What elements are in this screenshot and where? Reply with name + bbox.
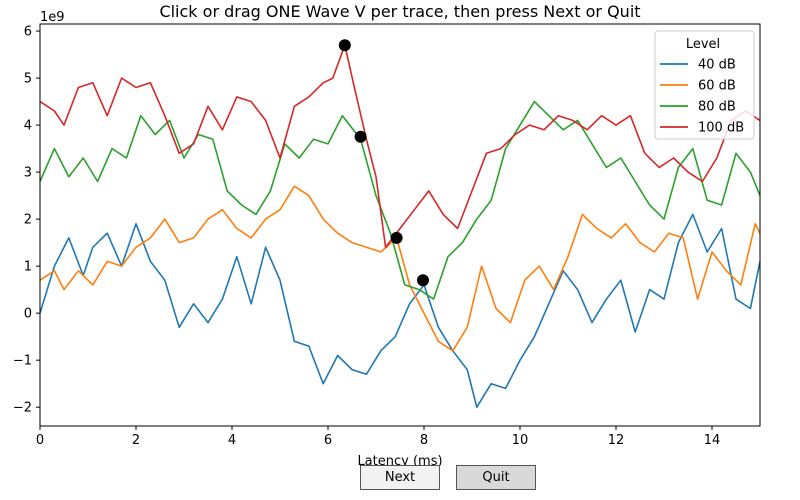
wave-v-marker-40-db[interactable] (417, 274, 429, 287)
wave-v-marker-80-db[interactable] (354, 130, 367, 143)
wave-v-marker-layer[interactable] (338, 39, 429, 287)
legend-entries: 40 dB 60 dB 80 dB 100 dB (660, 58, 744, 136)
legend: Level 40 dB 60 dB 80 dB 100 dB (654, 30, 755, 140)
x-tick-label: 8 (420, 433, 428, 448)
y-tick-label: 1 (24, 260, 32, 275)
series-line-100-db (39, 44, 761, 249)
legend-title: Level (686, 37, 720, 52)
quit-button[interactable]: Quit (456, 465, 536, 490)
chart-title: Click or drag ONE Wave V per trace, then… (159, 2, 640, 21)
wave-v-marker-100-db[interactable] (338, 39, 351, 52)
legend-box (654, 30, 755, 140)
x-tick-label: 10 (512, 433, 529, 448)
legend-label-100-db: 100 dB (698, 121, 744, 136)
y-tick-label: 2 (24, 213, 32, 228)
next-button[interactable]: Next (360, 465, 440, 490)
y-tick-label: 3 (24, 166, 32, 181)
y-tick-label: −2 (13, 401, 32, 416)
y-tick-label: 0 (24, 307, 32, 322)
x-tick-label: 6 (324, 433, 332, 448)
series-line-40-db (39, 213, 761, 409)
x-tick-label: 0 (36, 433, 44, 448)
y-axis-ticks: −2 −1 0 1 2 3 4 5 6 (13, 25, 40, 416)
plot-area-frame (39, 23, 761, 427)
y-tick-label: 6 (24, 25, 32, 40)
series-layer (39, 44, 761, 409)
x-tick-label: 12 (608, 433, 625, 448)
legend-label-80-db: 80 dB (698, 100, 736, 115)
series-line-80-db (39, 100, 761, 300)
y-tick-label: −1 (13, 354, 32, 369)
series-line-60-db (39, 185, 761, 352)
y-tick-label: 4 (24, 119, 32, 134)
wave-v-marker-60-db[interactable] (390, 231, 403, 244)
x-tick-label: 2 (132, 433, 140, 448)
legend-label-60-db: 60 dB (698, 79, 736, 94)
x-tick-label: 14 (704, 433, 721, 448)
y-axis-offset-text: 1e9 (40, 10, 65, 25)
x-tick-label: 4 (228, 433, 236, 448)
legend-label-40-db: 40 dB (698, 58, 736, 73)
x-axis-ticks: 0 2 4 6 8 10 12 14 (36, 426, 720, 448)
y-tick-label: 5 (24, 72, 32, 87)
